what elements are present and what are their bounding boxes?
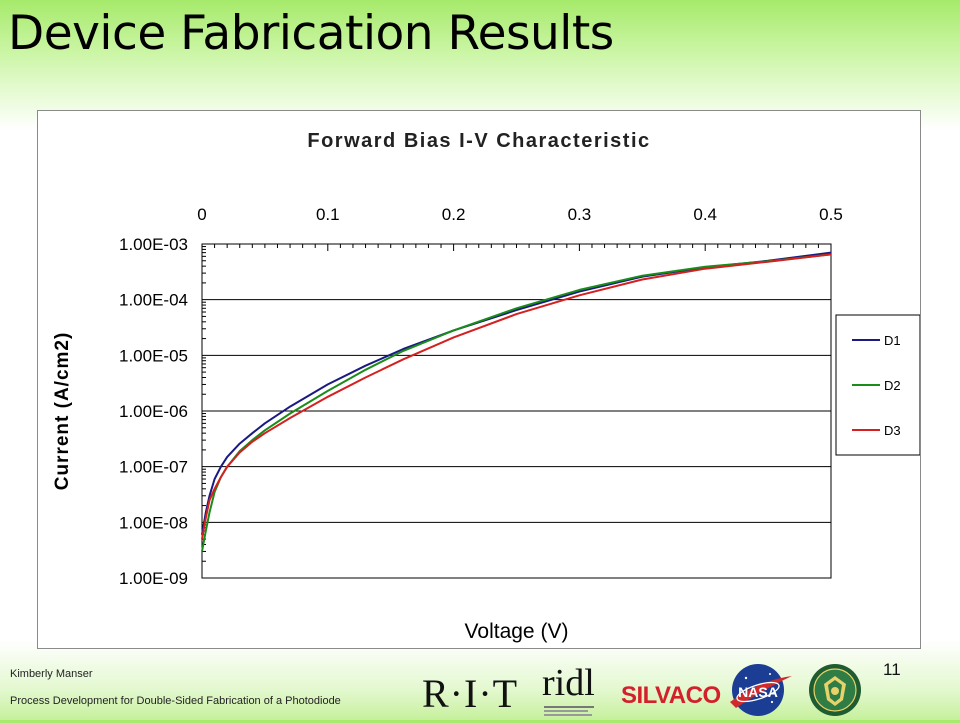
series-line-d2 bbox=[201, 253, 832, 552]
series-line-d1 bbox=[201, 251, 832, 535]
nasa-logo: NASA bbox=[726, 662, 794, 718]
rit-logo: R·I·T bbox=[422, 671, 519, 716]
y-tick-label: 1.00E-04 bbox=[119, 291, 188, 310]
y-tick-label: 1.00E-03 bbox=[119, 235, 188, 254]
y-tick-label: 1.00E-08 bbox=[119, 513, 188, 532]
page-number: 11 bbox=[883, 660, 901, 679]
silvaco-logo: SILVACO bbox=[621, 682, 721, 709]
nasa-logo-text: NASA bbox=[738, 684, 778, 700]
doe-seal-logo bbox=[808, 662, 862, 718]
nasa-meatball-icon: NASA bbox=[730, 664, 792, 716]
x-tick-label: 0.1 bbox=[316, 205, 340, 224]
ridl-logo-text: ridl bbox=[542, 662, 595, 704]
x-tick-label: 0.4 bbox=[693, 205, 717, 224]
y-tick-label: 1.00E-09 bbox=[119, 569, 188, 588]
legend-label-d2: D2 bbox=[884, 378, 901, 393]
footer-author: Kimberly Manser bbox=[10, 668, 93, 680]
chart-title: Forward Bias I-V Characteristic bbox=[307, 130, 650, 152]
x-tick-label: 0.2 bbox=[442, 205, 466, 224]
iv-chart: Forward Bias I-V Characteristic 1.00E-03… bbox=[52, 130, 920, 643]
ridl-logo-mark bbox=[544, 706, 594, 716]
doe-seal-icon bbox=[809, 664, 861, 716]
x-axis-label: Voltage (V) bbox=[465, 620, 569, 643]
x-tick-label: 0.3 bbox=[568, 205, 592, 224]
slide-title: Device Fabrication Results bbox=[8, 6, 614, 61]
legend-label-d3: D3 bbox=[884, 423, 901, 438]
footer-subtitle: Process Development for Double-Sided Fab… bbox=[10, 695, 341, 707]
chart-area: Forward Bias I-V Characteristic 1.00E-03… bbox=[37, 110, 921, 649]
y-axis-label: Current (A/cm2) bbox=[52, 332, 73, 491]
legend-label-d1: D1 bbox=[884, 333, 901, 348]
y-tick-label: 1.00E-05 bbox=[119, 346, 188, 365]
x-tick-label: 0.5 bbox=[819, 205, 843, 224]
series-line-d3 bbox=[201, 253, 832, 540]
ridl-logo: ridl bbox=[542, 662, 614, 718]
x-tick-label: 0 bbox=[197, 205, 206, 224]
y-tick-label: 1.00E-06 bbox=[119, 402, 188, 421]
y-tick-label: 1.00E-07 bbox=[119, 458, 188, 477]
